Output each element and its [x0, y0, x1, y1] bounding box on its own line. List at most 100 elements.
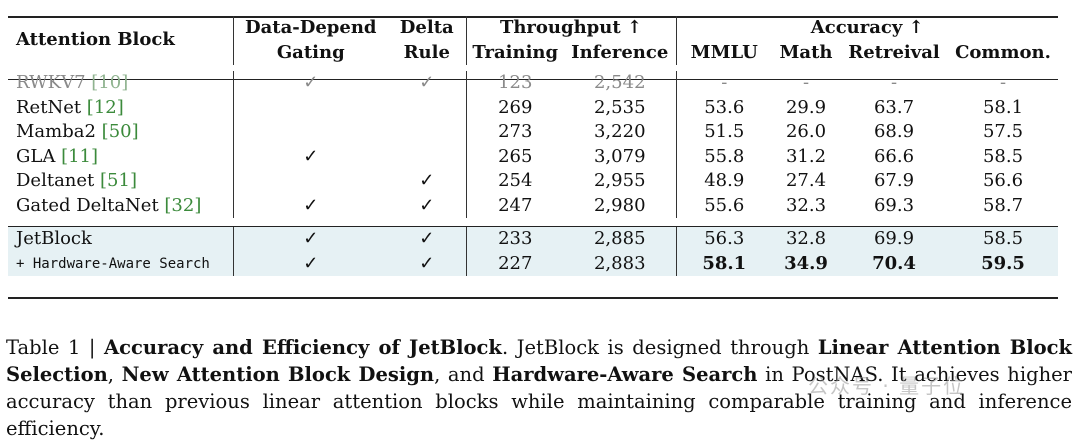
- citation-link[interactable]: [32]: [164, 194, 202, 216]
- delta-check: ✓: [388, 193, 467, 218]
- table-header-rule: [8, 79, 1058, 80]
- inference-value: 2,542: [564, 71, 677, 96]
- retreival-value: 63.7: [873, 96, 915, 118]
- caption-text-2: ,: [107, 363, 122, 386]
- col-training: Training: [472, 41, 559, 63]
- mmlu-value: 55.6: [704, 194, 745, 216]
- common-value: 58.1: [982, 96, 1024, 118]
- row-name: RetNet [12]: [8, 95, 234, 120]
- math-value: 27.4: [785, 170, 827, 191]
- mmlu-value: 48.9: [704, 170, 745, 191]
- citation-link[interactable]: [51]: [100, 170, 137, 191]
- table-bottom-rule: [8, 297, 1058, 299]
- col-inference: Inference: [564, 40, 677, 65]
- table-row: RetNet [12] 269 2,535 53.6 29.9 63.7 58.1: [8, 95, 1058, 120]
- table-row: Mamba2 [50] 273 3,220 51.5 26.0 68.9 57.5: [8, 120, 1058, 145]
- math-value: -: [802, 72, 810, 93]
- citation-link[interactable]: [11]: [61, 145, 99, 167]
- training-value: 227: [498, 252, 533, 274]
- citation-link[interactable]: [50]: [101, 121, 139, 142]
- training-value: 123: [498, 72, 533, 93]
- mmlu-value: -: [721, 72, 728, 93]
- retreival-value: 67.9: [873, 170, 915, 191]
- common-value: 58.5: [982, 228, 1024, 249]
- inference-value: 2,955: [564, 169, 677, 194]
- delta-check: [388, 144, 467, 169]
- row-name: Mamba2 [50]: [8, 120, 234, 145]
- training-value: 247: [498, 194, 533, 216]
- col-retreival: Retreival: [848, 41, 940, 63]
- caption-text-3: , and: [434, 363, 493, 386]
- common-value: 59.5: [981, 252, 1025, 274]
- table-row-ours: + Hardware-Aware Search ✓ ✓ 227 2,883 58.1 34.…: [8, 251, 1058, 276]
- paper-page: Attention Block Data-Depend Delta Throug…: [6, 16, 1072, 440]
- row-name: Gated DeltaNet [32]: [8, 193, 234, 218]
- inference-value: 2,980: [564, 193, 677, 218]
- block-name: Gated DeltaNet: [16, 194, 165, 216]
- col-accuracy: Accuracy ↑: [810, 17, 924, 38]
- retreival-value: 66.6: [873, 145, 915, 167]
- common-value: 58.5: [982, 145, 1024, 167]
- block-name: Mamba2: [16, 121, 102, 142]
- delta-check: [388, 120, 467, 145]
- inference-value: 3,079: [564, 144, 677, 169]
- gating-check: [233, 120, 388, 145]
- common-value: 57.5: [982, 121, 1024, 142]
- row-name: RWKV7 [10]: [8, 71, 234, 96]
- row-name: Deltanet [51]: [8, 169, 234, 194]
- col-delta-2: Rule: [388, 40, 467, 65]
- caption-bold-1: Linear Attention Block Selection: [6, 336, 1072, 386]
- caption-title: Accuracy and Efficiency of JetBlock: [104, 336, 502, 359]
- caption-bold-3: Hardware-Aware Search: [492, 363, 758, 386]
- common-value: 58.7: [982, 194, 1024, 216]
- table-row: Gated DeltaNet [32] ✓ ✓ 247 2,980 55.6 32.3 69.…: [8, 193, 1058, 218]
- retreival-value: 69.9: [873, 228, 915, 249]
- caption-bold-2: New Attention Block Design: [121, 363, 435, 386]
- math-value: 32.8: [785, 228, 827, 249]
- delta-check: ✓: [388, 71, 467, 96]
- caption-text-1: . JetBlock is designed through: [501, 336, 818, 359]
- col-math: Math: [779, 41, 833, 63]
- block-name: RWKV7: [16, 72, 92, 93]
- citation-link[interactable]: [10]: [91, 72, 129, 93]
- col-attention-block: Attention Block: [8, 16, 234, 65]
- block-name: Deltanet: [16, 170, 101, 191]
- training-value: 269: [498, 96, 533, 118]
- block-name: GLA: [16, 145, 62, 167]
- gating-check: ✓: [303, 145, 319, 167]
- training-value: 273: [498, 121, 533, 142]
- watermark: 公众号 · 量子位: [808, 374, 966, 398]
- block-name: JetBlock: [8, 226, 234, 252]
- table-row: GLA [11] ✓ 265 3,079 55.8 31.2 66.6 58.5: [8, 144, 1058, 169]
- gating-check: ✓: [303, 252, 319, 274]
- caption-prefix: Table 1 |: [6, 336, 105, 359]
- col-gating-1: Data-Depend: [245, 17, 377, 38]
- common-value: 56.6: [982, 170, 1024, 191]
- math-value: 29.9: [785, 96, 827, 118]
- header-row-1: Attention Block Data-Depend Delta Throug…: [8, 16, 1058, 65]
- gating-check: ✓: [303, 194, 319, 216]
- inference-value: 2,883: [564, 251, 677, 276]
- retreival-value: 70.4: [872, 252, 916, 274]
- mmlu-value: 58.1: [702, 252, 747, 274]
- ours-rows: JetBlock ✓ ✓ 233 2,885 56.3 32.8 69.9 58.5 + Hard…: [8, 218, 1058, 276]
- inference-value: 3,220: [564, 120, 677, 145]
- block-name: RetNet: [16, 96, 87, 118]
- retreival-value: -: [890, 72, 898, 93]
- inference-value: 2,535: [564, 95, 677, 120]
- training-value: 265: [498, 145, 533, 167]
- col-mmlu: MMLU: [690, 41, 758, 63]
- retreival-value: 68.9: [873, 121, 915, 142]
- delta-check: ✓: [388, 251, 467, 276]
- mmlu-value: 56.3: [704, 228, 745, 249]
- math-value: 26.0: [785, 121, 827, 142]
- table-row-ours: JetBlock ✓ ✓ 233 2,885 56.3 32.8 69.9 58.5: [8, 226, 1058, 252]
- math-value: 34.9: [784, 252, 828, 274]
- inference-value: 2,885: [564, 226, 677, 252]
- header-row-2: Gating Rule Training Inference MMLU Math…: [8, 40, 1058, 65]
- row-name: GLA [11]: [8, 144, 234, 169]
- mmlu-value: 55.8: [704, 145, 745, 167]
- col-throughput: Throughput ↑: [466, 16, 677, 41]
- mmlu-value: 53.6: [704, 96, 745, 118]
- citation-link[interactable]: [12]: [86, 96, 124, 118]
